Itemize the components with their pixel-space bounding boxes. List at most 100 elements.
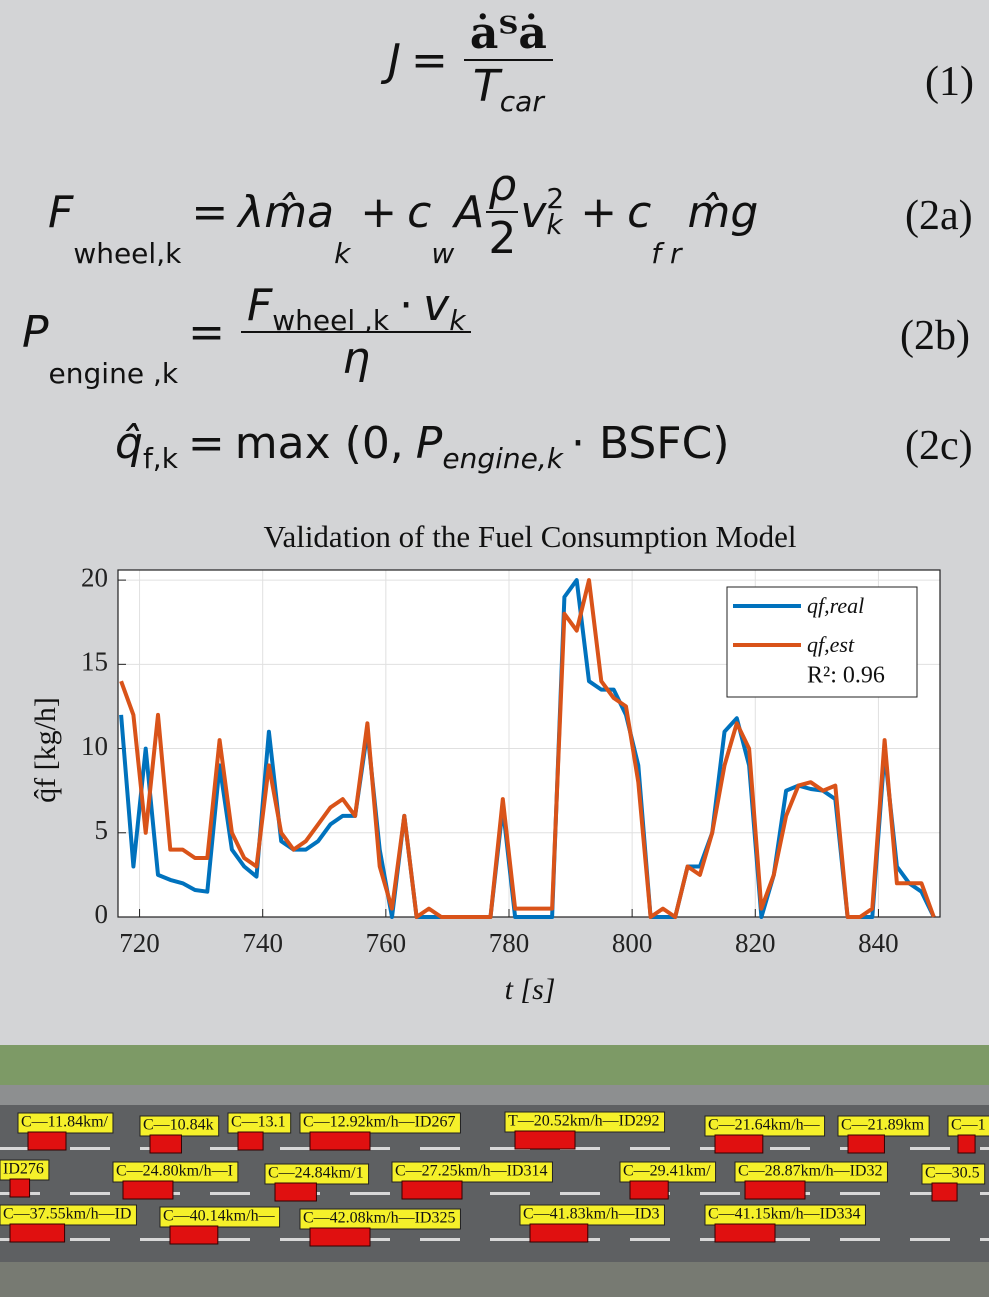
vehicle-box: [931, 1182, 958, 1202]
eq-part: =: [191, 186, 229, 238]
lane-marking: [70, 1238, 110, 1241]
vehicle-label: C—24.80km/h—I: [116, 1163, 233, 1180]
eq-part: 2: [488, 213, 517, 264]
eq-part: q̂: [115, 418, 143, 469]
x-axis-label: t [s]: [505, 973, 556, 1006]
lane-marking: [350, 1192, 390, 1195]
eq-part: engine,k: [442, 442, 563, 475]
lane-marking: [0, 1147, 40, 1150]
vehicle-label: C—30.5: [925, 1165, 980, 1182]
vehicle-label: C—12.92km/h—ID267: [303, 1114, 455, 1131]
vehicle-box: [27, 1131, 67, 1151]
fraction: ρ 2: [486, 160, 519, 264]
x-tick-label: 780: [489, 928, 530, 958]
vehicle-label: C—29.41km/: [623, 1163, 711, 1180]
eq-part: P: [22, 306, 49, 358]
eq-part: F: [246, 280, 273, 331]
lane-marking: [560, 1192, 600, 1195]
eq-part: engine ,k: [48, 357, 179, 390]
x-tick-label: 760: [366, 928, 407, 958]
vehicle-label: C—24.84km/1: [268, 1165, 364, 1182]
x-tick-label: 720: [119, 928, 160, 958]
eq-part: 2: [546, 182, 565, 215]
vehicle-box: [122, 1180, 174, 1200]
vehicle-box: [309, 1227, 371, 1247]
y-tick-label: 10: [81, 731, 108, 761]
vehicle-box: [529, 1223, 589, 1243]
vehicle-box: [9, 1178, 31, 1198]
eq-part: =: [187, 418, 225, 469]
vehicle-box: [957, 1134, 976, 1154]
vehicle-label: C—11.84km/: [21, 1114, 109, 1131]
vehicle-box: [847, 1134, 885, 1154]
vehicle-label: C—42.08km/h—ID325: [303, 1210, 455, 1227]
lane-marking: [770, 1238, 810, 1241]
eq-part: f,k: [142, 442, 178, 475]
lane-marking: [210, 1147, 250, 1150]
lane-marking: [910, 1147, 950, 1150]
label-background: [504, 1111, 666, 1133]
vehicle-box: [149, 1134, 182, 1154]
numerator: F wheel ,k · v k: [240, 280, 472, 337]
lane-marking: [280, 1238, 320, 1241]
label-background: [112, 1161, 239, 1183]
vehicle-box: [274, 1182, 317, 1202]
eq-part: car: [499, 85, 544, 118]
eq-part: c: [627, 186, 652, 238]
legend-label: qf,est: [807, 632, 855, 657]
eq-part: · BSFC): [570, 418, 730, 469]
lane-marking: [210, 1238, 250, 1241]
lane-marking: [980, 1192, 989, 1195]
lane-marking: [70, 1192, 110, 1195]
eq-tag: (2b): [900, 313, 970, 359]
vehicle-box: [237, 1131, 264, 1151]
eq-part: f r: [651, 237, 682, 270]
lane-marking: [840, 1238, 880, 1241]
eq-tag: (2a): [905, 193, 973, 239]
vehicle-label: C—40.14km/h—: [163, 1208, 276, 1225]
lane-marking: [980, 1147, 989, 1150]
eq-part: wheel ,k: [272, 304, 390, 337]
x-tick-label: 820: [735, 928, 776, 958]
vehicle-label: C—21.64km/h—: [708, 1117, 821, 1134]
shoulder: [0, 1085, 989, 1105]
equation: P engine ,k = F wheel ,k · v k η: [22, 280, 477, 390]
eq-tag: (2c): [905, 423, 973, 469]
vehicle-box: [9, 1223, 66, 1243]
lane-marking: [140, 1238, 180, 1241]
lane-marking: [630, 1147, 670, 1150]
label-background: [391, 1161, 553, 1183]
eq-part: v: [520, 186, 547, 238]
vehicle-label: C—28.87km/h—ID32: [738, 1163, 882, 1180]
y-tick-label: 20: [81, 562, 108, 592]
vehicle-label: C—37.55km/h—ID: [3, 1206, 131, 1223]
y-axis-label: q̂f [kg/h]: [29, 697, 62, 803]
eq-part: max (0,: [234, 418, 404, 469]
eq-part: P: [415, 418, 443, 469]
lane-marking: [70, 1147, 110, 1150]
eq-part: +: [580, 186, 618, 238]
vehicle-label: C—10.84k: [143, 1117, 214, 1134]
x-tick-label: 840: [858, 928, 899, 958]
vehicle-label: C—27.25km/h—ID314: [395, 1163, 547, 1180]
vehicle-box: [714, 1223, 776, 1243]
eq-part: η: [342, 333, 371, 384]
lane-marking: [980, 1238, 989, 1241]
lane-marking: [700, 1192, 740, 1195]
eq-part: =: [188, 306, 225, 358]
eq-part: +: [360, 186, 398, 238]
lane-marking: [490, 1147, 530, 1150]
x-tick-label: 740: [242, 928, 283, 958]
eq-part: λm̂a: [238, 186, 335, 238]
label-background: [159, 1206, 281, 1228]
vehicle-label: ID276: [3, 1161, 44, 1178]
vehicle-label: T—20.52km/h—ID292: [508, 1113, 660, 1130]
eq-part: m̂g: [687, 186, 759, 238]
vehicle-label: C—21.89km: [841, 1117, 925, 1134]
eq-part: J: [388, 34, 401, 86]
label-background: [704, 1204, 866, 1226]
